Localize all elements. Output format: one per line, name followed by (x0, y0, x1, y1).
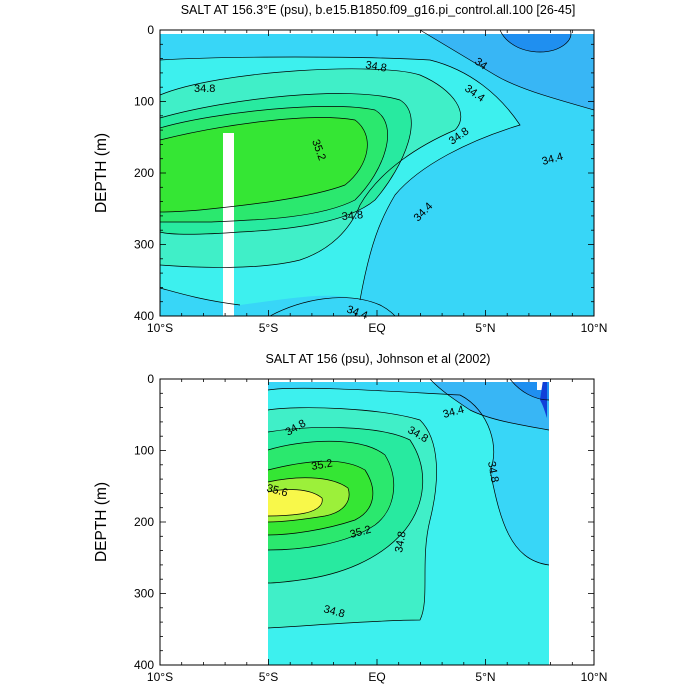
x-tick-label: 10°N (581, 321, 608, 335)
x-tick-label: 5°S (259, 670, 278, 684)
panel-model-ylabel: DEPTH (m) (93, 133, 110, 213)
contour-label: 35.2 (349, 524, 373, 541)
contour-label: 35.2 (310, 457, 333, 473)
band-35-8 (268, 489, 323, 516)
panel-model: SALT AT 156.3°E (psu), b.e15.B1850.f09_g… (93, 3, 607, 335)
panel-model-title: SALT AT 156.3°E (psu), b.e15.B1850.f09_g… (181, 3, 576, 17)
contour-lines-observed (267, 378, 550, 629)
panel-observed-axes: 10°S 5°S EQ 5°N 10°N 0 100 200 300 400 (134, 372, 607, 684)
panel-observed-title: SALT AT 156 (psu), Johnson et al (2002) (266, 352, 491, 366)
x-tick-label: 10°N (581, 670, 608, 684)
band-deep-fresh (540, 380, 547, 418)
panel-observed-ylabel: DEPTH (m) (93, 482, 110, 562)
y-tick-label: 200 (134, 515, 154, 529)
panel-model-plot-area: 34.8 34.8 34 34.4 34.8 35.2 34.4 34.8 34… (159, 29, 595, 322)
band-35-4 (160, 117, 368, 212)
y-tick-label: 300 (134, 238, 154, 252)
x-tick-label: 5°S (259, 321, 278, 335)
contour-label: 34.8 (341, 209, 363, 223)
contour-label: 34.4 (442, 404, 466, 421)
y-tick-label: 200 (134, 166, 154, 180)
band-deep-34-4 (270, 297, 395, 316)
contour-label: 34.8 (485, 460, 501, 483)
contour-label: 34.8 (393, 530, 409, 553)
contour-label: 34 (472, 56, 489, 73)
band-34-0 (500, 30, 571, 52)
x-tick-label: 5°N (475, 321, 495, 335)
x-tick-label: EQ (368, 321, 385, 335)
y-tick-label: 400 (134, 309, 154, 323)
panel-observed: SALT AT 156 (psu), Johnson et al (2002) (93, 352, 607, 684)
contour-lines-model (159, 29, 595, 317)
contour-label: 34.8 (194, 83, 215, 95)
x-tick-label: 10°S (147, 321, 173, 335)
panel-model-axes: 10°S 5°S EQ 5°N 10°N 0 100 200 300 400 (134, 23, 607, 335)
contour-label: 35.6 (265, 482, 289, 499)
y-tick-label: 100 (134, 95, 154, 109)
y-tick-label: 100 (134, 444, 154, 458)
missing-data-notch (537, 382, 543, 390)
x-tick-label: 10°S (147, 670, 173, 684)
band-34-2 (430, 379, 549, 430)
contour-label: 34.8 (322, 603, 346, 620)
x-tick-label: 5°N (475, 670, 495, 684)
contour-label: 34.8 (364, 59, 387, 75)
y-tick-label: 400 (134, 658, 154, 672)
y-tick-label: 0 (147, 372, 154, 386)
x-tick-label: EQ (368, 670, 385, 684)
panel-observed-plot-area: 34.8 34.8 34.4 35.2 35.6 34.8 35.2 34.8 … (265, 378, 550, 665)
missing-data-column (223, 133, 234, 316)
y-tick-label: 0 (147, 23, 154, 37)
surface-blank-strip (268, 379, 549, 382)
y-tick-label: 300 (134, 587, 154, 601)
contour-label: 34.4 (541, 151, 565, 168)
